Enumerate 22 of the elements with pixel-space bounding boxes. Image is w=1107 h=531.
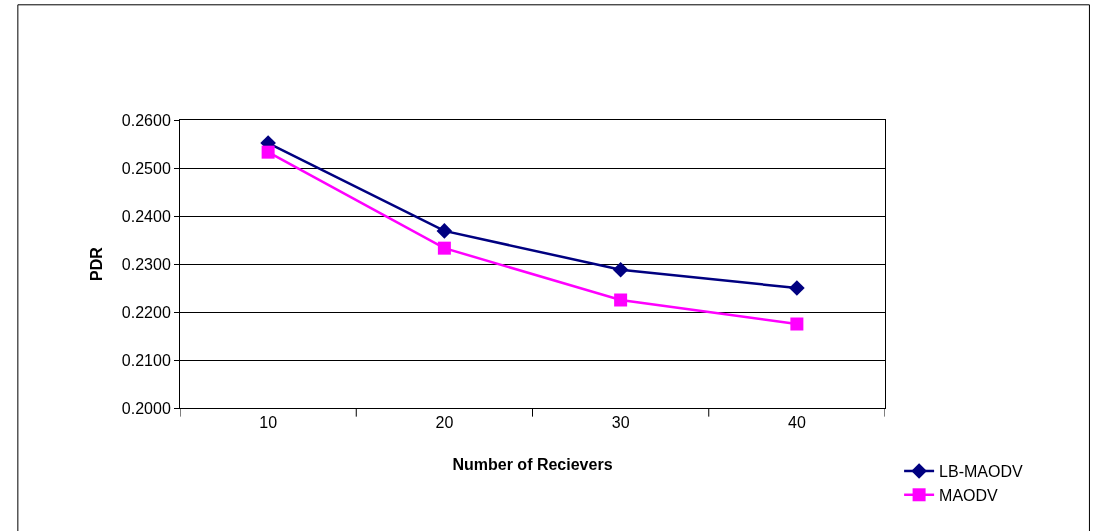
y-tick-label: 0.2500: [121, 159, 171, 177]
x-tick-label: 20: [435, 414, 454, 432]
legend-label: MAODV: [939, 487, 999, 505]
y-tick-label: 0.2000: [121, 399, 171, 417]
y-tick-label: 0.2300: [121, 255, 171, 273]
y-axis-title: PDR: [87, 246, 105, 281]
x-axis-title: Number of Recievers: [452, 455, 613, 473]
y-tick-label: 0.2600: [121, 111, 171, 129]
point: [261, 145, 275, 159]
point: [790, 317, 804, 331]
point: [614, 293, 628, 307]
x-tick-label: 30: [611, 414, 630, 432]
point: [437, 241, 451, 255]
x-tick-label: 40: [787, 414, 806, 432]
point: [436, 223, 453, 239]
y-tick-label: 0.2100: [121, 351, 171, 369]
y-tick-label: 0.2400: [121, 207, 171, 225]
point: [789, 280, 805, 296]
legend-label: LB-MAODV: [939, 463, 1023, 481]
y-tick-label: 0.2200: [121, 303, 171, 321]
point: [612, 261, 629, 278]
x-tick-label: 10: [259, 414, 278, 432]
